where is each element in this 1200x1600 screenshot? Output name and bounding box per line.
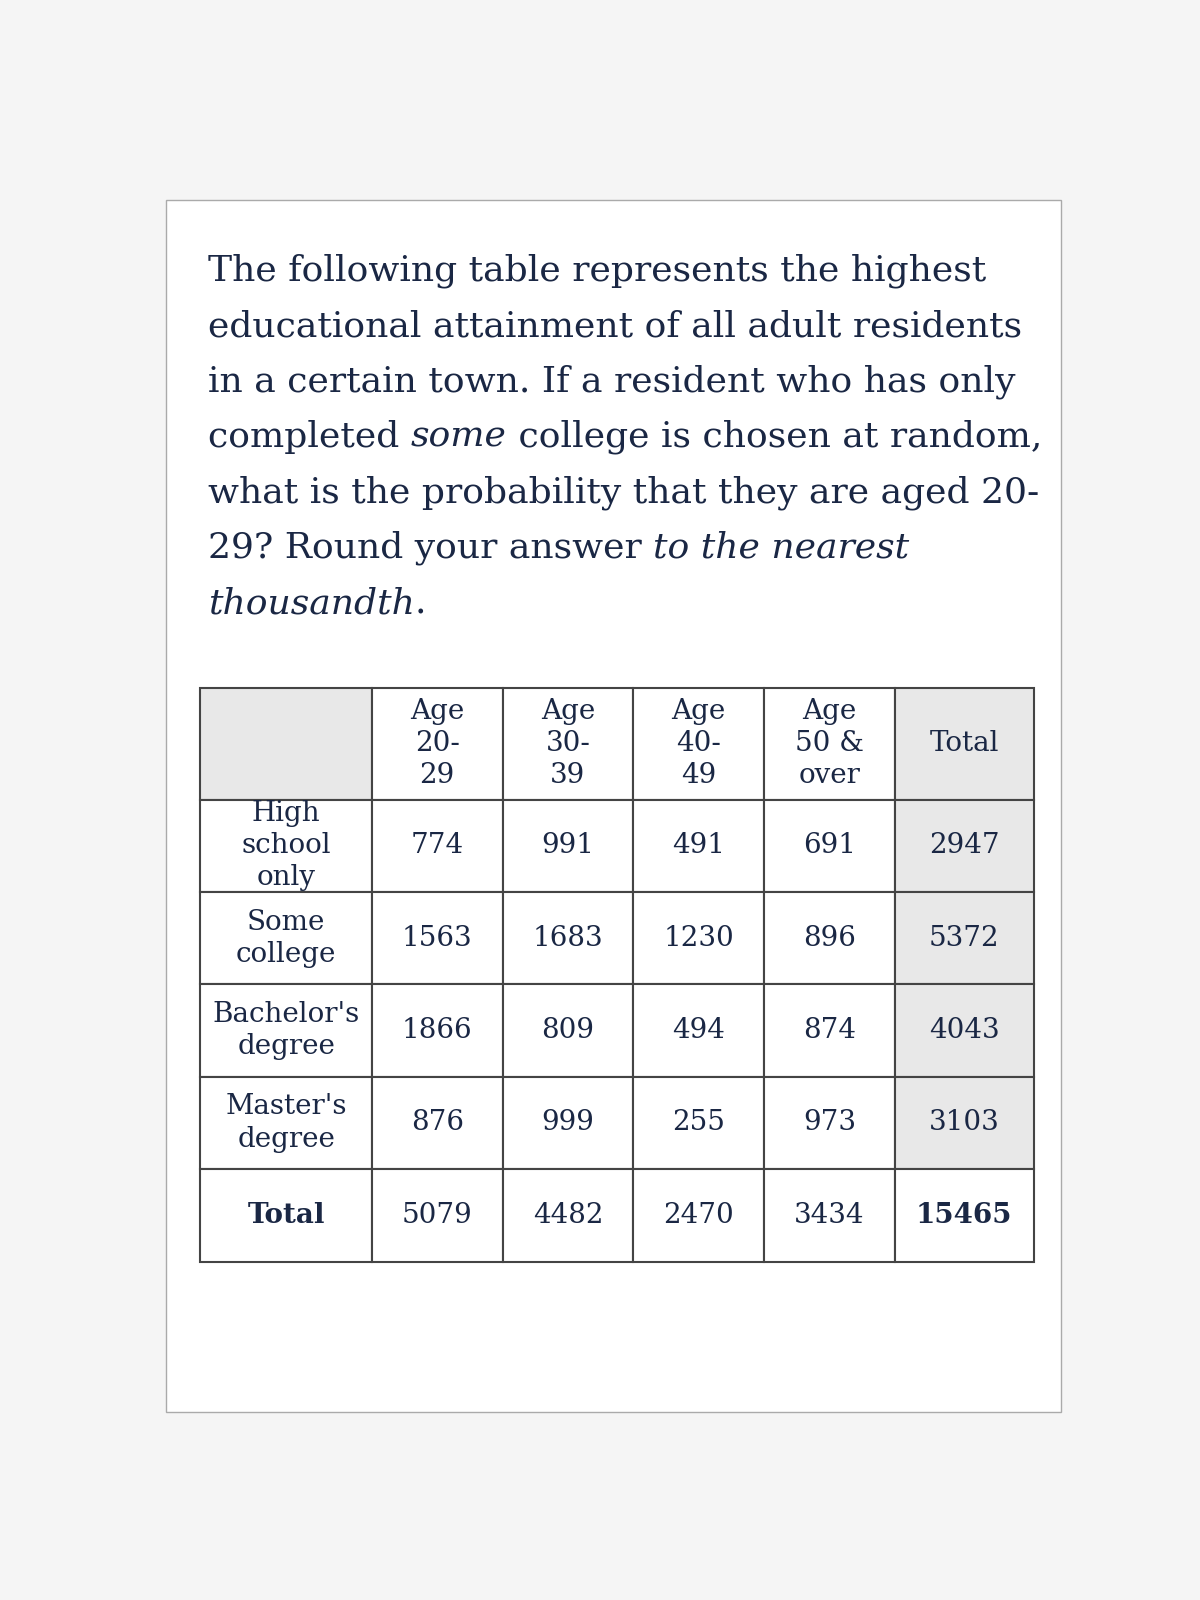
Bar [764, 1077, 895, 1170]
Text: Total: Total [247, 1202, 325, 1229]
Bar [634, 891, 764, 984]
Bar [764, 984, 895, 1077]
Bar [200, 891, 372, 984]
Text: Total: Total [929, 730, 998, 757]
Text: 896: 896 [803, 925, 856, 952]
Text: in a certain town. If a resident who has only: in a certain town. If a resident who has… [208, 365, 1015, 398]
Text: 809: 809 [541, 1018, 594, 1045]
Bar [895, 1170, 1033, 1261]
Text: 255: 255 [672, 1109, 725, 1136]
Bar [200, 984, 372, 1077]
Text: 1866: 1866 [402, 1018, 473, 1045]
Text: 29? Round your answer: 29? Round your answer [208, 531, 653, 565]
Text: 2470: 2470 [664, 1202, 734, 1229]
Text: 3103: 3103 [929, 1109, 1000, 1136]
Bar [372, 984, 503, 1077]
Text: 494: 494 [672, 1018, 725, 1045]
Bar [503, 1170, 634, 1261]
Bar [372, 891, 503, 984]
Text: The following table represents the highest: The following table represents the highe… [208, 253, 986, 288]
Text: 973: 973 [803, 1109, 856, 1136]
Bar [895, 1077, 1033, 1170]
Text: 1563: 1563 [402, 925, 473, 952]
Bar [503, 800, 634, 891]
Text: 4043: 4043 [929, 1018, 1000, 1045]
Bar [764, 800, 895, 891]
Bar [503, 688, 634, 800]
Text: Bachelor's
degree: Bachelor's degree [212, 1002, 360, 1061]
Text: 774: 774 [410, 832, 464, 859]
Text: 5079: 5079 [402, 1202, 473, 1229]
Text: what is the probability that they are aged 20-: what is the probability that they are ag… [208, 475, 1039, 510]
Text: 15465: 15465 [916, 1202, 1013, 1229]
Bar [634, 1170, 764, 1261]
Text: 1683: 1683 [533, 925, 604, 952]
Text: 999: 999 [541, 1109, 594, 1136]
Text: Some
college: Some college [236, 909, 336, 968]
Bar [372, 688, 503, 800]
Text: 1230: 1230 [664, 925, 734, 952]
Bar [764, 891, 895, 984]
Text: thousandth: thousandth [208, 586, 415, 621]
Bar [764, 688, 895, 800]
Text: 2947: 2947 [929, 832, 1000, 859]
Text: Age
20-
29: Age 20- 29 [410, 698, 464, 789]
Text: 876: 876 [410, 1109, 463, 1136]
Text: 691: 691 [803, 832, 856, 859]
Bar [200, 688, 372, 800]
Text: 491: 491 [672, 832, 725, 859]
Bar [503, 1077, 634, 1170]
Text: 874: 874 [803, 1018, 856, 1045]
Bar [895, 984, 1033, 1077]
Bar [372, 1077, 503, 1170]
Text: Master's
degree: Master's degree [226, 1093, 347, 1152]
Text: 991: 991 [541, 832, 594, 859]
Bar [200, 1170, 372, 1261]
Text: 4482: 4482 [533, 1202, 604, 1229]
Bar [634, 984, 764, 1077]
Bar [764, 1170, 895, 1261]
Text: 5372: 5372 [929, 925, 1000, 952]
Bar [372, 1170, 503, 1261]
Text: .: . [415, 586, 426, 621]
Bar [895, 891, 1033, 984]
Text: Age
40-
49: Age 40- 49 [672, 698, 726, 789]
Text: Age
50 &
over: Age 50 & over [794, 698, 864, 789]
Bar [895, 800, 1033, 891]
Bar [634, 1077, 764, 1170]
Bar [634, 688, 764, 800]
Text: some: some [410, 419, 506, 454]
Text: Age
30-
39: Age 30- 39 [541, 698, 595, 789]
Bar [503, 984, 634, 1077]
Bar [895, 688, 1033, 800]
Text: completed: completed [208, 419, 410, 454]
Bar [200, 1077, 372, 1170]
Bar [503, 891, 634, 984]
Bar [634, 800, 764, 891]
Text: High
school
only: High school only [241, 800, 331, 891]
Text: college is chosen at random,: college is chosen at random, [506, 419, 1042, 454]
Text: to the nearest: to the nearest [653, 531, 910, 565]
Bar [200, 800, 372, 891]
Bar [372, 800, 503, 891]
Text: 3434: 3434 [794, 1202, 864, 1229]
Text: educational attainment of all adult residents: educational attainment of all adult resi… [208, 309, 1022, 342]
